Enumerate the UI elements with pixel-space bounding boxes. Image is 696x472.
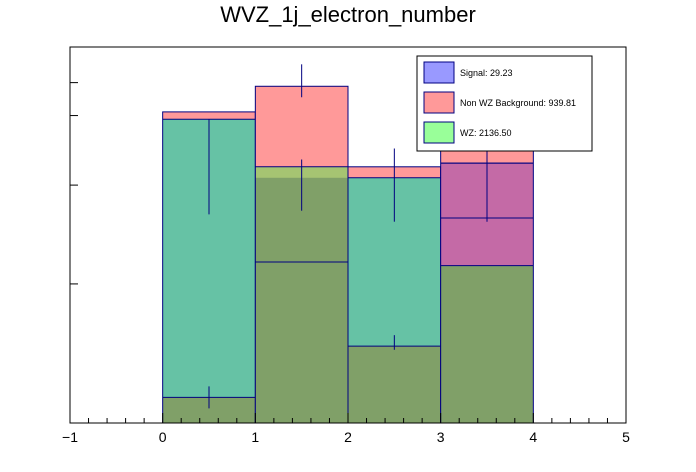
legend-label-2: WZ: 2136.50 xyxy=(460,128,512,138)
legend-swatch-1 xyxy=(423,91,455,114)
bar-inner-bin-3 xyxy=(440,265,534,423)
x-tick-label-6: 5 xyxy=(622,429,630,445)
legend-label-0: Signal: 29.23 xyxy=(460,68,513,78)
bar-inner-bin-1 xyxy=(255,261,348,423)
x-tick-label-2: 1 xyxy=(251,429,259,445)
legend-swatch-0 xyxy=(423,61,455,84)
x-tick-label-3: 2 xyxy=(344,429,352,445)
legend-label-1: Non WZ Background: 939.81 xyxy=(460,98,576,108)
legend: Signal: 29.23 Non WZ Background: 939.81 WZ… xyxy=(416,55,593,152)
x-axis: −1 0 1 2 3 4 5 xyxy=(62,82,630,445)
x-tick-label-5: 4 xyxy=(529,429,537,445)
legend-swatch-2 xyxy=(423,121,455,144)
bar-inner-bin-2 xyxy=(348,346,441,423)
x-tick-label-0: −1 xyxy=(62,429,78,445)
x-tick-label-4: 3 xyxy=(437,429,445,445)
chart-title: WVZ_1j_electron_number xyxy=(220,2,476,27)
x-tick-label-1: 0 xyxy=(159,429,167,445)
